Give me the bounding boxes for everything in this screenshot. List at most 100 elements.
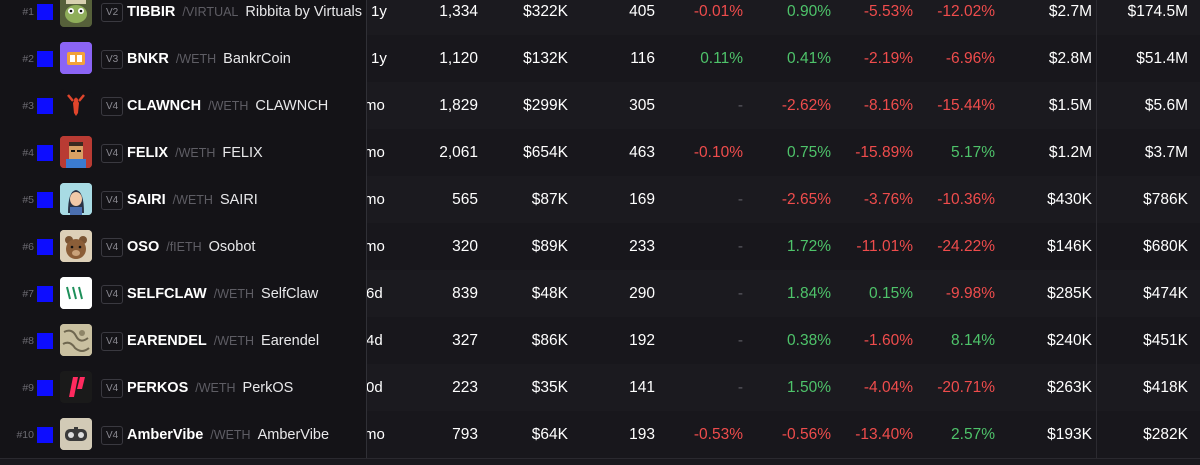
txns-value: 1,829 — [439, 96, 478, 114]
token-symbol: TIBBIR — [127, 3, 176, 20]
txns-value: 1,120 — [439, 49, 478, 67]
version-badge: V4 — [101, 332, 124, 351]
pair-label: CLAWNCH /WETH CLAWNCH — [127, 82, 328, 129]
table-row[interactable]: 6d 839 $48K 290 - 1.84% 0.15% -9.98% $28… — [0, 270, 1200, 318]
change-1h: 1.84% — [787, 284, 831, 302]
pair-label: SAIRI /WETH SAIRI — [127, 176, 258, 223]
token-symbol: CLAWNCH — [127, 97, 202, 114]
token-name: CLAWNCH — [255, 97, 329, 114]
table-row[interactable]: 1y 1,120 $132K 116 0.11% 0.41% -2.19% -6… — [0, 35, 1200, 83]
token-cell[interactable]: #9 V4 PERKOS /WETH PerkOS — [0, 364, 367, 411]
token-name: Ribbita by Virtuals — [245, 3, 362, 20]
table-row[interactable]: mo 565 $87K 169 - -2.65% -3.76% -10.36% … — [0, 176, 1200, 224]
makers-value: 233 — [629, 237, 655, 255]
volume-value: $89K — [531, 237, 568, 255]
chain-badge-icon — [37, 98, 53, 114]
token-name: Osobot — [208, 238, 256, 255]
makers-value: 169 — [629, 190, 655, 208]
token-cell[interactable]: #3 V4 CLAWNCH /WETH CLAWNCH — [0, 82, 367, 129]
txns-value: 2,061 — [439, 143, 478, 161]
volume-value: $35K — [531, 378, 568, 396]
table-row[interactable]: mo 793 $64K 193 -0.53% -0.56% -13.40% 2.… — [0, 411, 1200, 459]
token-name: BankrCoin — [223, 50, 291, 67]
change-1h: 0.41% — [787, 49, 831, 67]
rank-label: #8 — [22, 334, 34, 347]
table-row[interactable]: 0d 223 $35K 141 - 1.50% -4.04% -20.71% $… — [0, 364, 1200, 412]
txns-value: 839 — [452, 284, 478, 302]
change-24h: -20.71% — [937, 378, 995, 396]
token-cell[interactable]: #4 V4 FELIX /WETH FELIX — [0, 129, 367, 176]
bnkr-avatar-icon — [60, 42, 92, 74]
change-1h: 0.38% — [787, 331, 831, 349]
pair-age: mo — [364, 97, 385, 114]
token-cell[interactable]: #10 V4 AmberVibe /WETH AmberVibe — [0, 411, 367, 458]
quote-symbol: /WETH — [175, 51, 217, 66]
rank-label: #7 — [22, 287, 34, 300]
pair-label: OSO /fIETH Osobot — [127, 223, 255, 270]
change-24h: -10.36% — [937, 190, 995, 208]
perkos-avatar-icon — [60, 371, 92, 403]
txns-value: 1,334 — [439, 2, 478, 20]
token-cell[interactable]: #5 V4 SAIRI /WETH SAIRI — [0, 176, 367, 223]
mcap-value: $3.7M — [1144, 143, 1188, 161]
chain-badge-icon — [37, 192, 53, 208]
token-cell[interactable]: #1 V2 TIBBIR /VIRTUAL Ribbita by Virtual… — [0, 0, 367, 35]
makers-value: 193 — [629, 425, 655, 443]
mcap-value: $5.6M — [1144, 96, 1188, 114]
token-cell[interactable]: #8 V4 EARENDEL /WETH Earendel — [0, 317, 367, 364]
chain-badge-icon — [37, 4, 53, 20]
change-6h: 0.15% — [869, 284, 913, 302]
token-symbol: AmberVibe — [127, 426, 204, 443]
column-divider — [1096, 82, 1097, 129]
mcap-value: $51.4M — [1136, 49, 1188, 67]
pair-age: mo — [364, 238, 385, 255]
change-1h: 0.90% — [787, 2, 831, 20]
version-badge: V4 — [101, 97, 124, 116]
column-divider — [1096, 176, 1097, 223]
txns-value: 320 — [452, 237, 478, 255]
chain-badge-icon — [37, 286, 53, 302]
rank-label: #6 — [22, 240, 34, 253]
pair-label: PERKOS /WETH PerkOS — [127, 364, 293, 411]
column-divider — [1096, 411, 1097, 458]
change-6h: -5.53% — [863, 2, 913, 20]
rank-label: #3 — [22, 99, 34, 112]
column-divider — [1096, 0, 1097, 35]
volume-value: $654K — [523, 143, 568, 161]
change-6h: -2.19% — [863, 49, 913, 67]
table-row[interactable]: mo 1,829 $299K 305 - -2.62% -8.16% -15.4… — [0, 82, 1200, 130]
token-symbol: EARENDEL — [127, 332, 207, 349]
pair-label: SELFCLAW /WETH SelfClaw — [127, 270, 318, 317]
table-row[interactable]: mo 2,061 $654K 463 -0.10% 0.75% -15.89% … — [0, 129, 1200, 177]
change-24h: 5.17% — [951, 143, 995, 161]
token-cell[interactable]: #6 V4 OSO /fIETH Osobot — [0, 223, 367, 270]
change-5m: - — [737, 237, 743, 255]
token-cell[interactable]: #7 V4 SELFCLAW /WETH SelfClaw — [0, 270, 367, 317]
change-1h: -2.62% — [781, 96, 831, 114]
quote-symbol: /WETH — [195, 380, 236, 395]
rank-label: #4 — [22, 146, 34, 159]
change-24h: -6.96% — [945, 49, 995, 67]
quote-symbol: /WETH — [213, 333, 255, 348]
liquidity-value: $193K — [1047, 425, 1092, 443]
rank-label: #10 — [16, 428, 34, 441]
quote-symbol: /WETH — [213, 286, 255, 301]
makers-value: 116 — [630, 49, 655, 67]
volume-value: $322K — [523, 2, 568, 20]
makers-value: 463 — [629, 143, 655, 161]
token-cell[interactable]: #2 V3 BNKR /WETH BankrCoin — [0, 35, 367, 82]
table-row[interactable]: 4d 327 $86K 192 - 0.38% -1.60% 8.14% $24… — [0, 317, 1200, 365]
column-divider — [1096, 270, 1097, 317]
change-6h: -15.89% — [855, 143, 913, 161]
mcap-value: $174.5M — [1127, 2, 1188, 20]
bear-avatar-icon — [60, 230, 92, 262]
makers-value: 290 — [629, 284, 655, 302]
mcap-value: $786K — [1143, 190, 1188, 208]
quote-symbol: /fIETH — [166, 239, 202, 254]
table-row[interactable]: mo 320 $89K 233 - 1.72% -11.01% -24.22% … — [0, 223, 1200, 271]
change-6h: -4.04% — [863, 378, 913, 396]
change-5m: - — [737, 378, 743, 396]
change-6h: -8.16% — [863, 96, 913, 114]
token-symbol: PERKOS — [127, 379, 189, 396]
table-row[interactable]: 1y 1,334 $322K 405 -0.01% 0.90% -5.53% -… — [0, 0, 1200, 36]
